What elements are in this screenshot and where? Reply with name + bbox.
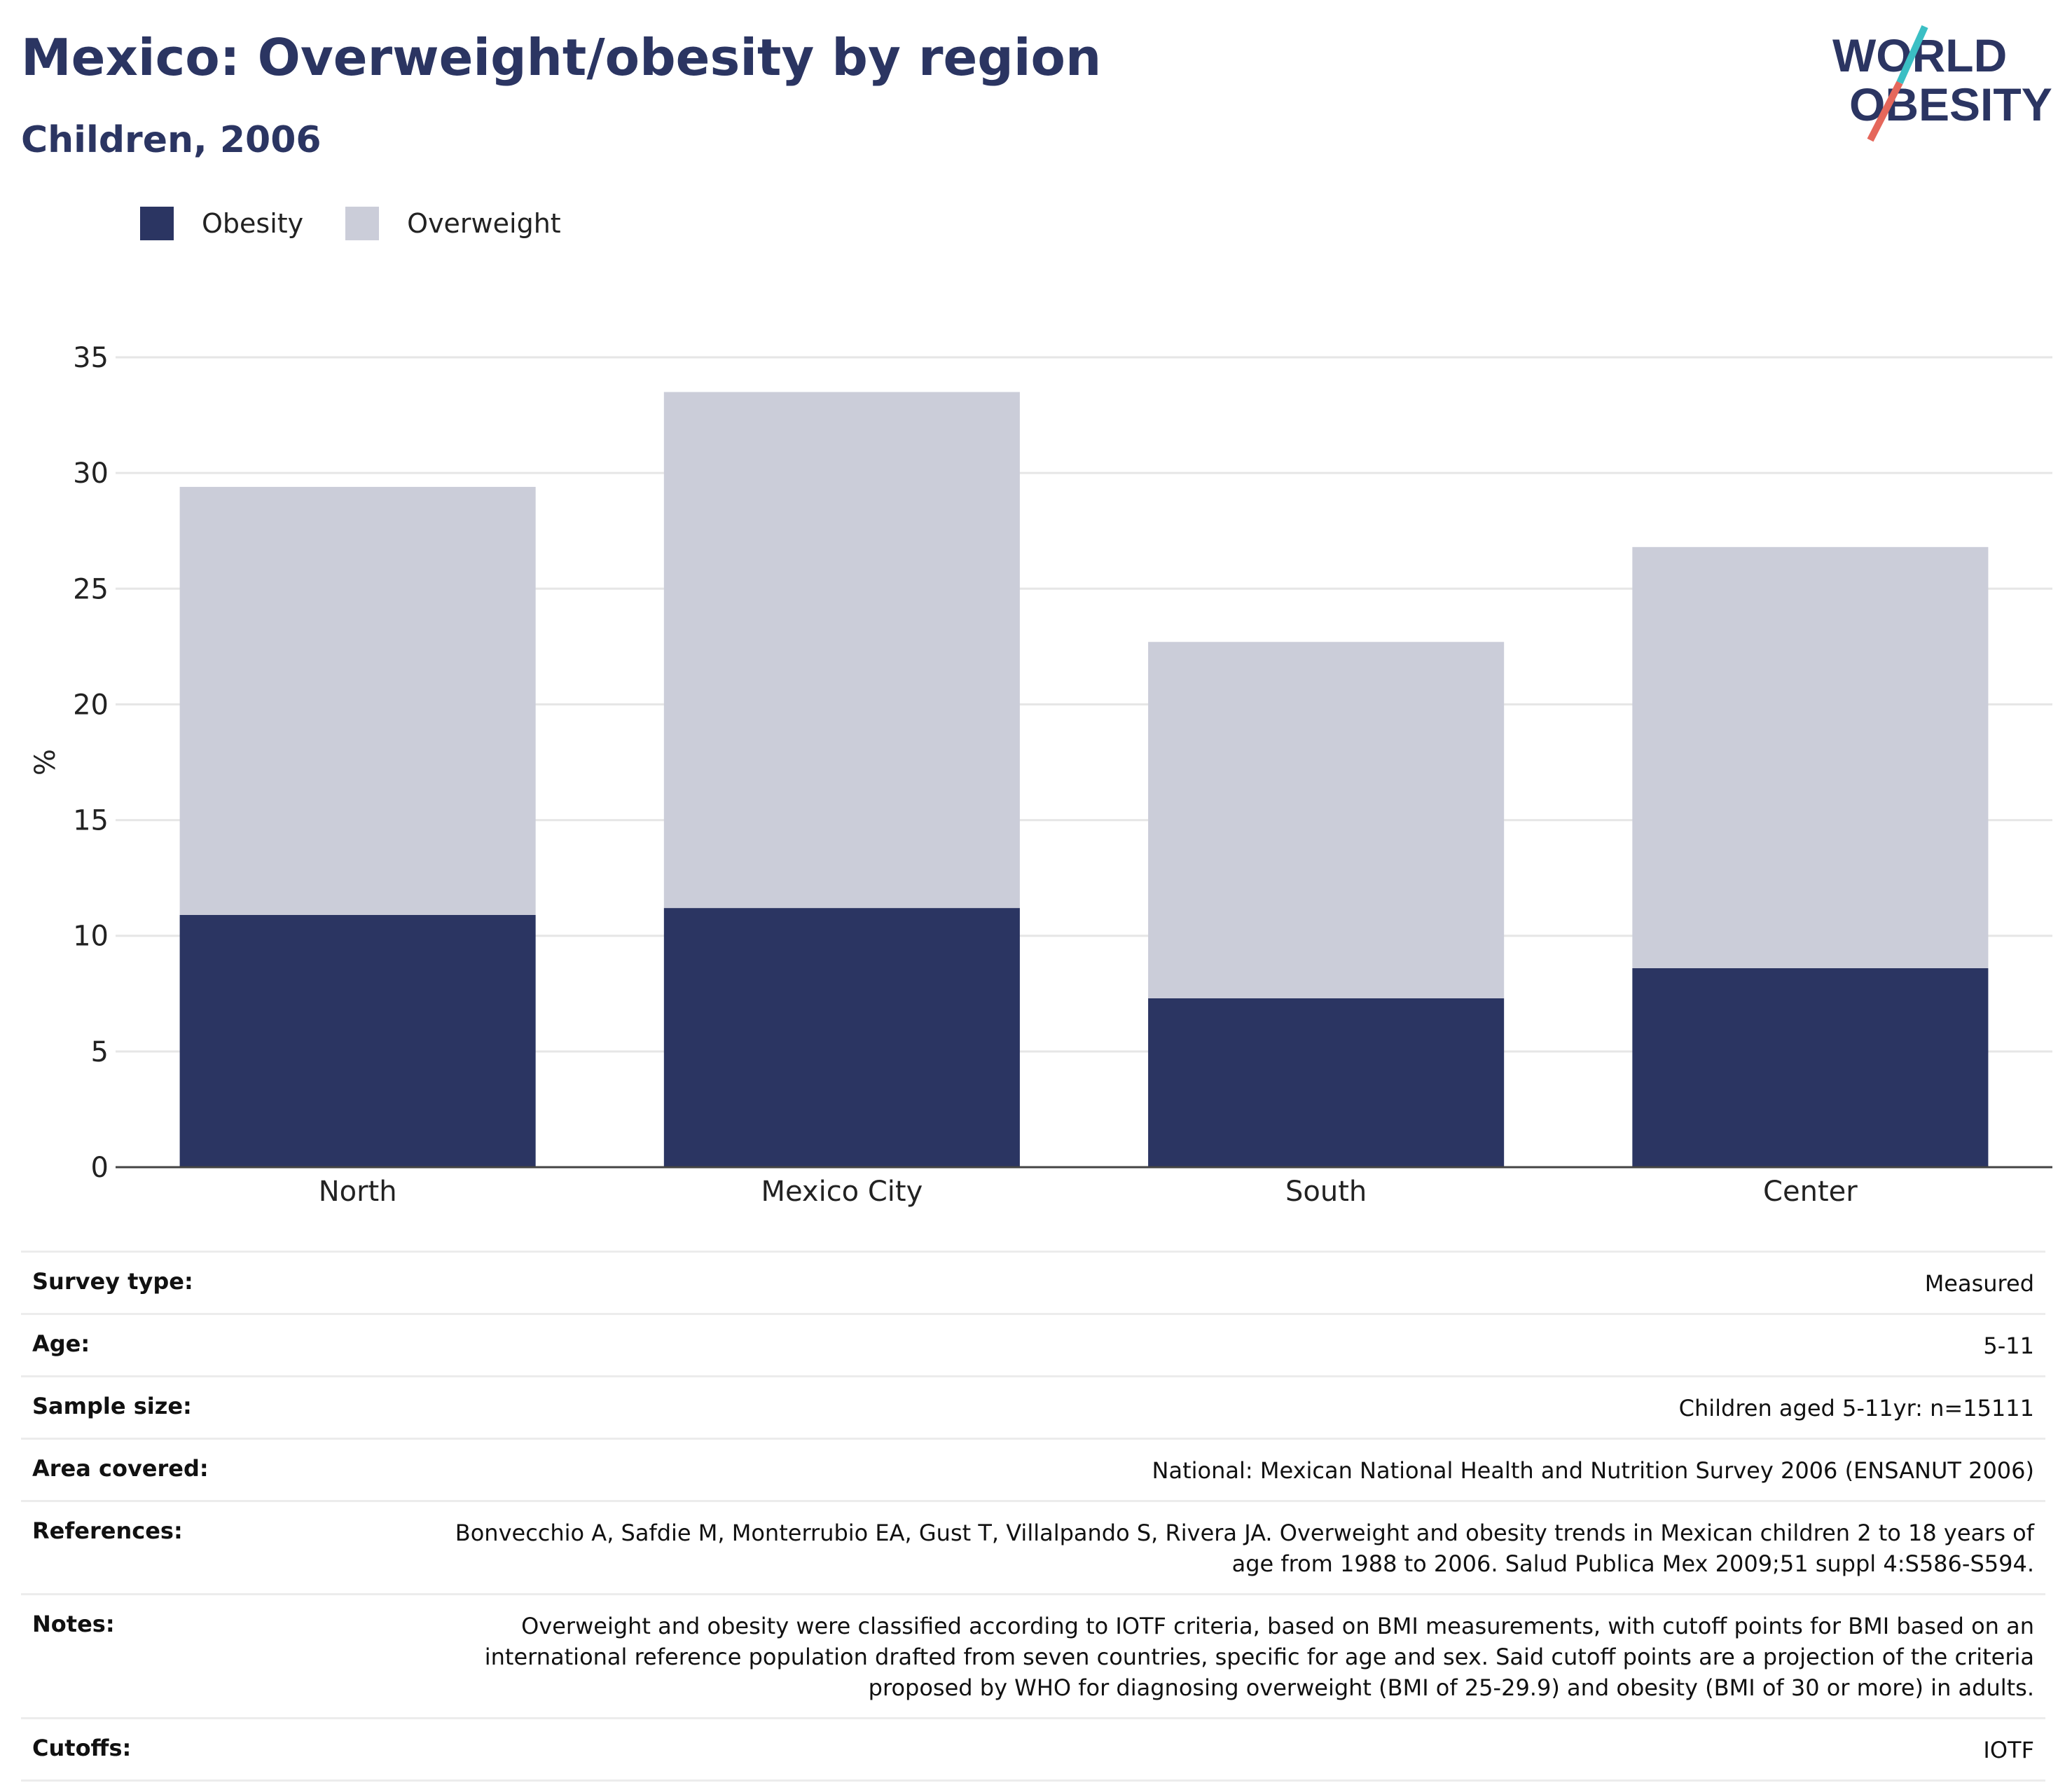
x-tick-label: Mexico City [761, 1176, 923, 1208]
bar-overweight-south [1148, 642, 1505, 998]
legend-swatch-obesity [140, 207, 174, 240]
y-tick-label: 25 [73, 573, 109, 605]
meta-row-survey-type: Survey type: Measured [21, 1251, 2045, 1313]
meta-row-sample-size: Sample size: Children aged 5-11yr: n=151… [21, 1375, 2045, 1438]
meta-key: References: [32, 1517, 183, 1544]
meta-row-age: Age: 5-11 [21, 1313, 2045, 1375]
y-tick-label: 5 [91, 1036, 109, 1068]
legend-item-obesity: Obesity [140, 207, 303, 240]
chart-title: Mexico: Overweight/obesity by region [21, 28, 1102, 87]
stacked-bar-chart: 0 5 10 15 20 25 30 35% North Mexico City South Cent… [29, 342, 2052, 1208]
meta-value: Measured [1924, 1270, 2034, 1297]
meta-row-notes: Notes: Overweight and obesity were class… [21, 1593, 2045, 1717]
meta-key: Survey type: [32, 1268, 193, 1295]
meta-row-area-covered: Area covered: National: Mexican National… [21, 1438, 2045, 1500]
meta-value: IOTF [1983, 1737, 2034, 1763]
y-tick-label: 20 [73, 689, 109, 721]
metadata-table: Survey type: Measured Age: 5-11 Sample s… [21, 1251, 2045, 1782]
logo-slash-bottom [1867, 81, 1903, 142]
bar-obesity-north [179, 914, 536, 1167]
bar-obesity-center [1632, 968, 1989, 1167]
chart-subtitle: Children, 2006 [21, 119, 322, 161]
y-tick-label: 35 [73, 342, 109, 374]
bar-obesity-south [1148, 998, 1505, 1167]
y-tick-label: 30 [73, 457, 109, 490]
legend-swatch-overweight [345, 207, 380, 240]
y-tick-label: 15 [73, 805, 109, 837]
legend-label-overweight: Overweight [407, 208, 561, 239]
bar-overweight-center [1632, 546, 1989, 968]
meta-value: 5-11 [1983, 1333, 2034, 1359]
legend-item-overweight: Overweight [345, 207, 561, 240]
x-tick-label: Center [1763, 1176, 1858, 1208]
y-tick-label: 10 [73, 921, 109, 953]
y-tick-label: 0 [91, 1152, 109, 1184]
bar-overweight-north [179, 486, 536, 915]
chart-legend: Obesity Overweight [140, 207, 603, 240]
meta-value: Overweight and obesity were classified a… [484, 1613, 2034, 1701]
world-obesity-logo: WORLD OBESITY [1832, 25, 2052, 142]
bar-obesity-mexico-city [663, 908, 1020, 1167]
x-tick-label: South [1285, 1176, 1367, 1208]
y-axis-label: % [29, 749, 62, 776]
bar-overweight-mexico-city [663, 392, 1020, 909]
meta-key: Cutoffs: [32, 1735, 132, 1761]
meta-key: Notes: [32, 1611, 115, 1637]
x-tick-label: North [319, 1176, 397, 1208]
meta-key: Age: [32, 1330, 90, 1357]
meta-value: Children aged 5-11yr: n=15111 [1678, 1395, 2034, 1421]
meta-value: National: Mexican National Health and Nu… [1152, 1457, 2034, 1484]
meta-row-cutoffs: Cutoffs: IOTF [21, 1717, 2045, 1782]
meta-value: Bonvecchio A, Safdie M, Monterrubio EA, … [455, 1520, 2034, 1577]
meta-key: Area covered: [32, 1455, 209, 1482]
legend-label-obesity: Obesity [202, 208, 304, 239]
meta-key: Sample size: [32, 1393, 192, 1419]
logo-slash-top [1896, 25, 1928, 85]
meta-row-references: References: Bonvecchio A, Safdie M, Mont… [21, 1500, 2045, 1593]
